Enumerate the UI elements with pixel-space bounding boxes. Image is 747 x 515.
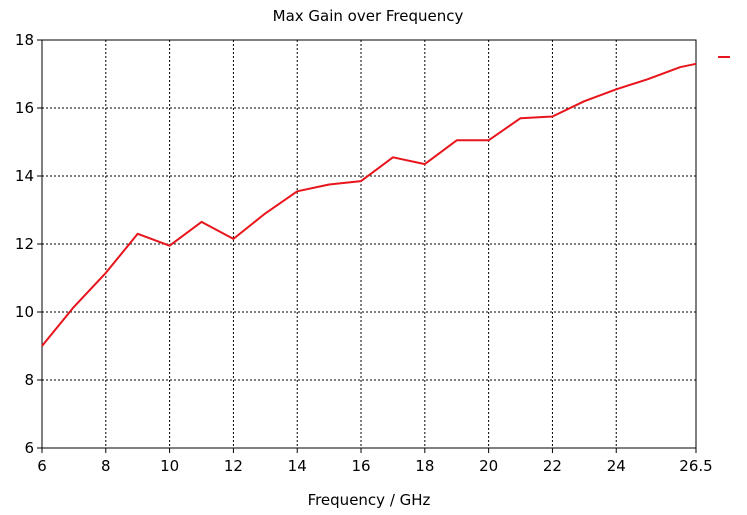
y-tick-labels: 6 8 10 12 14 16 18 [15,31,34,457]
x-tick-label: 26.5 [679,457,712,475]
x-tick-label: 24 [607,457,626,475]
y-tick-label: 12 [15,235,34,253]
y-tick-label: 8 [24,371,34,389]
y-tick-label: 6 [24,439,34,457]
x-axis-label: Frequency / GHz [308,491,431,509]
y-tick-label: 14 [15,167,34,185]
x-tick-labels: 6 8 10 12 14 16 18 20 22 24 26.5 [37,457,712,475]
x-tick-label: 14 [288,457,307,475]
y-tick-label: 10 [15,303,34,321]
x-tick-label: 8 [101,457,111,475]
y-tick-label: 18 [15,31,34,49]
x-tick-label: 22 [543,457,562,475]
plot-area [41,39,697,449]
x-tick-label: 20 [479,457,498,475]
tick-marks [37,39,697,453]
series-group [41,62,697,347]
x-tick-label: 10 [160,457,179,475]
x-tick-label: 16 [351,457,370,475]
chart-title: Max Gain over Frequency [273,7,464,25]
series-line [41,62,697,347]
grid [42,40,696,448]
y-tick-label: 16 [15,99,34,117]
x-tick-label: 18 [415,457,434,475]
x-tick-label: 12 [224,457,243,475]
x-tick-label: 6 [37,457,47,475]
